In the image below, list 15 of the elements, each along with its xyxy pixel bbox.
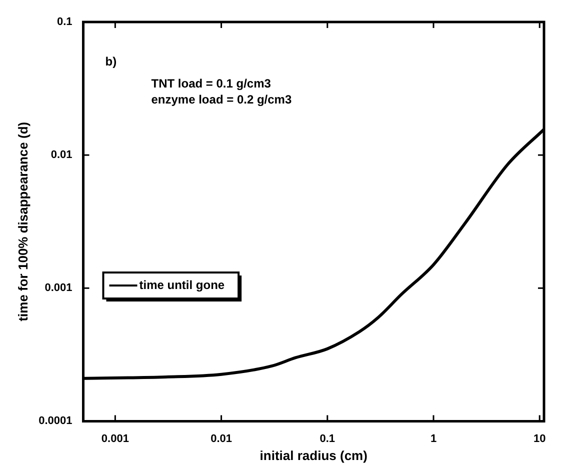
x-tick-label: 10 xyxy=(533,432,546,445)
y-tick-label: 0.01 xyxy=(50,149,72,162)
annotation: TNT load = 0.1 g/cm3 xyxy=(151,76,272,90)
x-tick-label: 0.001 xyxy=(101,432,129,445)
y-axis-title: time for 100% disappearance (d) xyxy=(15,122,30,322)
annotation: b) xyxy=(105,54,117,68)
y-tick-label: 0.0001 xyxy=(38,415,72,428)
x-tick-label: 1 xyxy=(430,432,437,445)
y-tick-label: 0.1 xyxy=(56,16,72,28)
legend-label: time until gone xyxy=(139,278,225,292)
annotation: enzyme load = 0.2 g/cm3 xyxy=(151,92,292,106)
x-axis-title: initial radius (cm) xyxy=(260,448,368,463)
y-tick-label: 0.001 xyxy=(44,282,72,294)
x-tick-label: 0.1 xyxy=(320,432,336,445)
x-tick-label: 0.01 xyxy=(210,432,232,445)
